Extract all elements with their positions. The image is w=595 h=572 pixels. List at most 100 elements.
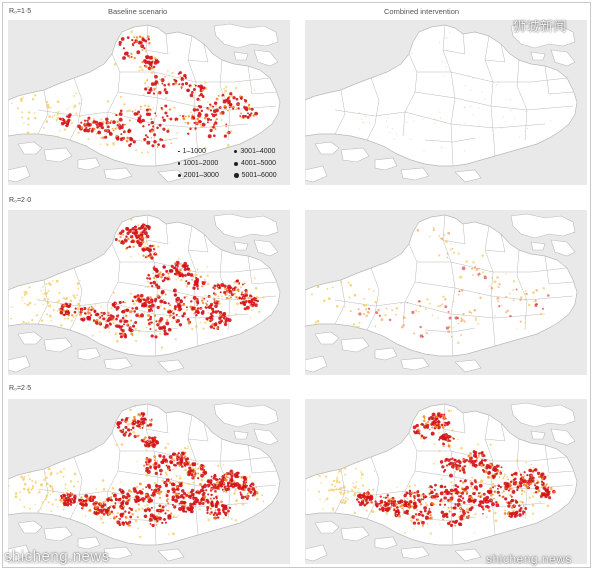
case-point [214,293,217,296]
case-point [547,294,550,297]
case-point [512,509,515,512]
case-point [393,506,395,508]
case-point [70,306,72,308]
case-point [232,485,234,487]
case-point [243,485,247,489]
case-point [157,512,161,515]
case-point [244,297,246,299]
map-panel-intervention-r0-2-5 [305,399,587,564]
case-point [459,495,463,498]
case-point [166,509,168,512]
case-point [471,498,473,500]
case-point [194,84,197,87]
case-point [176,492,179,495]
case-point [181,508,185,512]
case-point [216,475,218,477]
case-point [490,499,492,501]
case-point [524,298,526,301]
case-point [460,317,463,320]
map-panel-baseline-r0-1-5 [8,20,290,185]
case-point [513,514,517,518]
case-point [122,432,127,437]
legend-label: 5001–6000 [241,172,277,179]
case-point [453,512,456,516]
case-point [488,285,491,287]
case-point [128,109,131,112]
case-point [211,113,214,116]
case-point [198,501,202,506]
case-point [441,147,442,149]
case-point [111,497,113,499]
case-point [214,298,216,300]
case-point [413,332,416,335]
offshore-island [103,546,133,560]
case-point [138,494,140,495]
case-point [244,470,246,471]
case-point [133,295,137,299]
case-point [157,489,158,491]
case-point [125,235,128,238]
case-point [445,423,447,425]
case-point [477,461,479,463]
case-point [85,126,88,130]
case-point [59,130,61,132]
case-point [193,470,196,473]
case-point [181,80,183,82]
case-point [46,313,49,316]
case-point [493,473,496,475]
case-point [22,487,26,491]
case-point [425,436,428,439]
case-point [161,521,164,525]
case-point [142,445,144,447]
case-point [149,328,152,330]
case-point [395,313,397,316]
case-point [441,423,444,426]
case-point [222,137,224,139]
case-point [140,44,145,49]
case-point [46,292,49,295]
case-point [135,485,139,489]
case-point [490,464,493,467]
case-point [134,224,136,226]
case-point [148,439,150,441]
case-point [136,415,138,417]
case-point [171,310,174,312]
case-point [456,485,460,489]
case-point [392,512,394,514]
case-point [129,234,134,239]
case-point [222,99,224,101]
case-point [443,234,445,236]
case-point [393,311,395,313]
case-point [111,128,114,130]
case-point [236,282,238,284]
case-point [355,467,357,470]
case-point [134,509,138,513]
planning-area-boundary [247,444,277,474]
case-point [423,505,425,507]
case-point [255,299,257,301]
case-point [138,229,140,231]
case-point [235,97,239,101]
case-point [121,496,125,499]
planning-area-boundary [120,71,271,83]
case-point [55,120,58,122]
case-point [159,512,161,514]
case-point [378,508,382,511]
offshore-island [17,141,43,155]
case-point [195,325,198,328]
case-point [526,127,528,129]
case-point [207,493,210,496]
case-point [56,111,59,114]
case-point [504,497,508,501]
case-point [453,520,458,525]
case-point [136,40,139,43]
case-point [137,420,141,423]
case-point [185,493,189,497]
case-point [131,496,133,498]
case-point [139,231,142,234]
case-point [127,494,131,498]
case-point [116,520,121,525]
case-point [177,276,180,279]
case-point [153,56,157,60]
case-point [93,306,95,308]
